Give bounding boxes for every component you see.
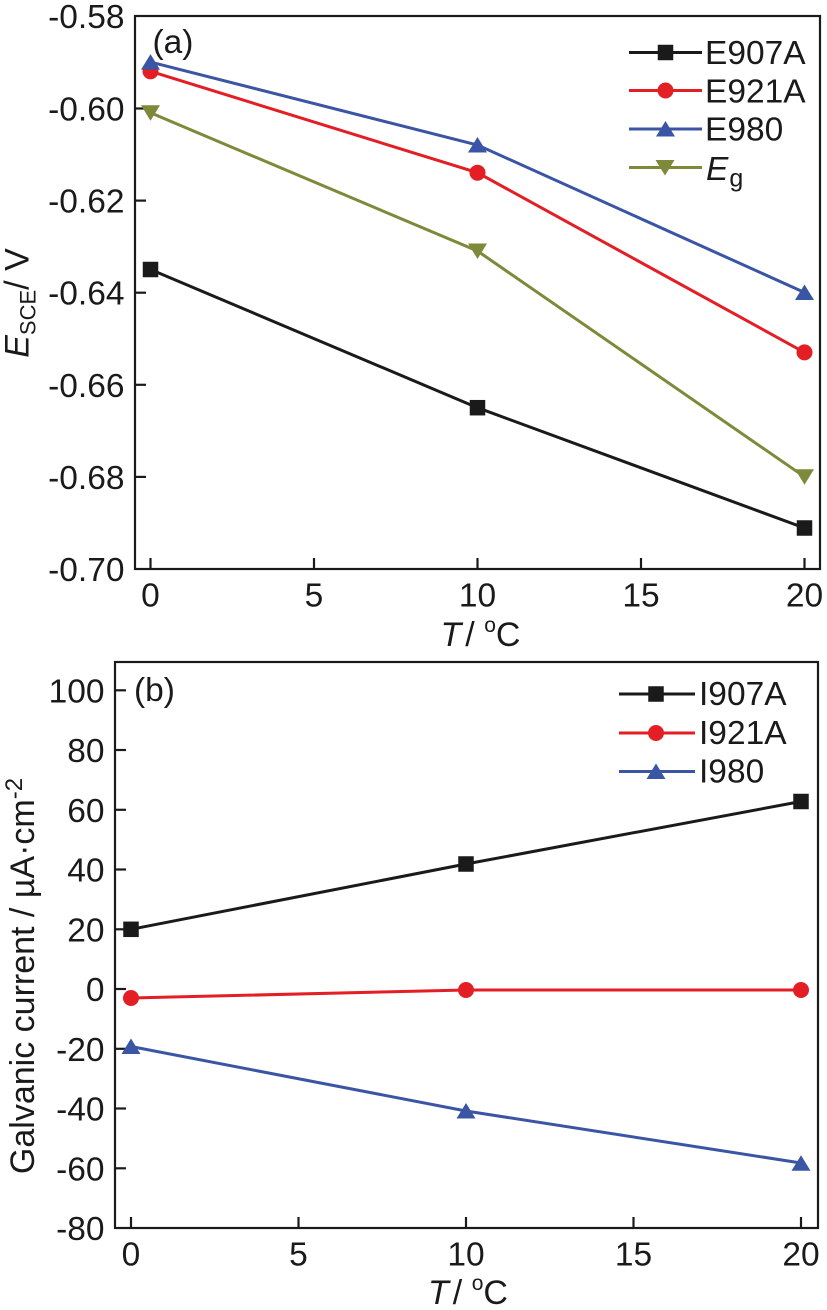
svg-text:I907A: I907A	[699, 676, 787, 713]
svg-text:E921A: E921A	[705, 74, 806, 111]
svg-text:10: 10	[447, 1237, 484, 1274]
svg-text:40: 40	[67, 853, 104, 890]
svg-text:15: 15	[615, 1237, 652, 1274]
svg-text:E907A: E907A	[705, 35, 806, 72]
svg-text:0: 0	[122, 1237, 141, 1274]
svg-text:-40: -40	[56, 1092, 104, 1129]
svg-text:-20: -20	[56, 1032, 104, 1069]
svg-text:I980: I980	[699, 754, 764, 791]
svg-text:-0.58: -0.58	[48, 0, 124, 36]
svg-text:0: 0	[141, 578, 160, 615]
svg-text:15: 15	[622, 578, 659, 615]
svg-text:I921A: I921A	[699, 715, 787, 752]
svg-text:ESCE/ V: ESCE/ V	[0, 248, 41, 358]
svg-text:5: 5	[305, 578, 324, 615]
svg-text:-0.66: -0.66	[48, 368, 124, 405]
svg-text:20: 20	[786, 578, 823, 615]
svg-text:Galvanic current / µA·cm-2: Galvanic current / µA·cm-2	[1, 778, 42, 1174]
svg-text:20: 20	[67, 912, 104, 949]
svg-text:E980: E980	[705, 112, 783, 149]
svg-text:100: 100	[49, 673, 105, 710]
svg-text:60: 60	[67, 793, 104, 830]
svg-text:10: 10	[459, 578, 496, 615]
svg-text:-60: -60	[56, 1151, 104, 1188]
svg-text:-0.70: -0.70	[48, 552, 124, 589]
svg-text:T/ oC: T / oC	[441, 614, 521, 654]
svg-text:-80: -80	[56, 1211, 104, 1248]
svg-text:20: 20	[782, 1237, 819, 1274]
svg-text:Eg: Eg	[706, 151, 743, 193]
svg-text:80: 80	[67, 733, 104, 770]
svg-text:0: 0	[86, 972, 105, 1009]
svg-text:-0.64: -0.64	[48, 276, 124, 313]
svg-text:(a): (a)	[153, 24, 194, 61]
svg-text:-0.68: -0.68	[48, 460, 124, 497]
svg-text:5: 5	[289, 1237, 308, 1274]
svg-text:-0.62: -0.62	[48, 184, 124, 221]
svg-text:-0.60: -0.60	[48, 92, 124, 129]
svg-text:(b): (b)	[134, 672, 175, 709]
svg-text:T/ oC: T / oC	[428, 1272, 508, 1310]
